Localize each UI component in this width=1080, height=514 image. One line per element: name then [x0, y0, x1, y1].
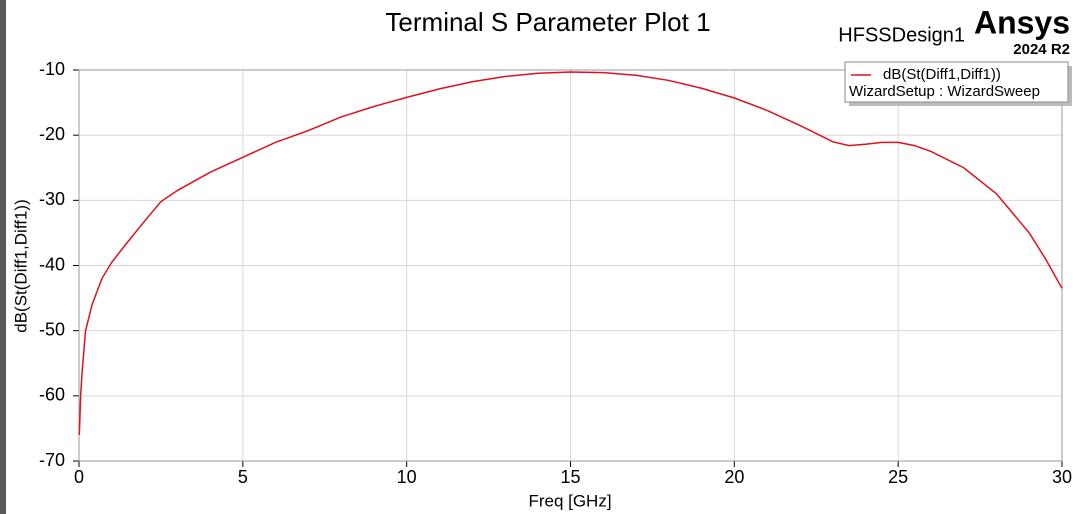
y-tick-label: -20 [39, 124, 65, 144]
y-tick-label: -30 [39, 189, 65, 209]
x-tick-label: 0 [74, 467, 84, 487]
x-tick-label: 10 [397, 467, 417, 487]
window-edge [0, 0, 6, 514]
y-axis-label: dB(St(Diff1,Diff1)) [11, 199, 30, 333]
x-tick-label: 30 [1052, 467, 1072, 487]
version: 2024 R2 [1013, 41, 1070, 58]
design-name: HFSSDesign1 [838, 24, 965, 46]
y-tick-label: -70 [39, 450, 65, 470]
brand: Ansys [974, 4, 1070, 40]
y-tick-label: -40 [39, 254, 65, 274]
y-tick-label: -50 [39, 319, 65, 339]
x-tick-label: 15 [560, 467, 580, 487]
x-axis-label: Freq [GHz] [528, 491, 611, 510]
x-tick-label: 5 [238, 467, 248, 487]
x-tick-label: 20 [724, 467, 744, 487]
legend-label: dB(St(Diff1,Diff1)) [883, 66, 1001, 83]
chart-title: Terminal S Parameter Plot 1 [385, 7, 710, 37]
legend [844, 61, 1069, 103]
series-line [78, 71, 1063, 435]
legend-subtitle: WizardSetup : WizardSweep [849, 83, 1040, 100]
y-tick-label: -10 [39, 59, 65, 79]
x-tick-label: 25 [888, 467, 908, 487]
y-tick-label: -60 [39, 385, 65, 405]
plot-frame [78, 69, 1063, 462]
